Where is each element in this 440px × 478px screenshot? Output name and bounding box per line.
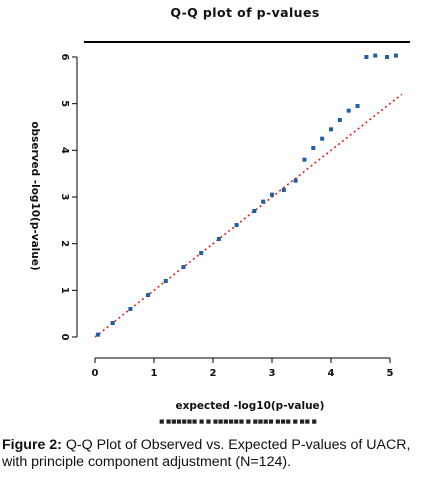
x-tick-label: 5: [387, 368, 394, 379]
data-point: [163, 279, 168, 283]
data-point: [216, 237, 221, 241]
data-point: [320, 136, 325, 141]
data-point: [393, 53, 398, 58]
y-tick-label: 5: [59, 100, 70, 107]
qq-plot: Q-Q plot of p-values 0 1 2 3 4 5 0 1 2 3 4 5 6 expec…: [29, 5, 410, 425]
data-point: [181, 265, 186, 269]
axes: 0 1 2 3 4 5 0 1 2 3 4 5 6: [59, 54, 394, 379]
data-point: [261, 199, 266, 204]
x-axis-subnote: ■ ■■■■■■ ■ ■ ■■■■■■ ■ ■■■■ ■■■ ■ ■■ ■: [159, 419, 317, 425]
data-point: [281, 188, 286, 192]
x-axis-title: expected -log10(p-value): [176, 400, 325, 412]
data-point: [385, 55, 390, 59]
data-point: [146, 293, 151, 297]
data-point: [95, 332, 100, 337]
data-point: [355, 104, 360, 108]
reference-line: [94, 93, 403, 338]
y-tick-label: 3: [59, 194, 70, 201]
data-point: [252, 209, 257, 213]
x-tick-label: 2: [210, 368, 217, 379]
y-tick-label: 0: [59, 334, 70, 341]
caption-label: Figure 2:: [2, 437, 62, 453]
x-tick-label: 0: [92, 368, 99, 379]
x-tick-label: 3: [269, 368, 276, 379]
y-tick-label: 2: [59, 240, 70, 247]
caption-text: Q-Q Plot of Observed vs. Expected P-valu…: [2, 437, 411, 470]
data-point: [199, 251, 204, 255]
x-tick-label: 1: [151, 368, 158, 379]
data-point: [329, 127, 333, 132]
y-tick-label: 1: [59, 287, 70, 294]
data-point: [364, 55, 369, 59]
data-point: [302, 157, 307, 162]
figure-caption: Figure 2: Q-Q Plot of Observed vs. Expec…: [2, 437, 438, 471]
reference-line-path: [94, 93, 403, 338]
y-axis-title: observed -log10(p-value): [29, 121, 41, 270]
data-point: [110, 321, 115, 325]
data-point: [293, 178, 298, 183]
chart-title: Q-Q plot of p-values: [170, 5, 319, 20]
y-tick-label: 6: [59, 54, 70, 61]
data-points: [95, 53, 398, 337]
data-point: [346, 108, 351, 113]
y-tick-label: 4: [59, 147, 70, 154]
data-point: [128, 307, 133, 311]
data-point: [337, 118, 342, 122]
x-tick-label: 4: [328, 368, 335, 379]
data-point: [270, 192, 274, 197]
data-point: [373, 53, 378, 58]
data-point: [234, 223, 239, 227]
data-point: [311, 146, 316, 150]
